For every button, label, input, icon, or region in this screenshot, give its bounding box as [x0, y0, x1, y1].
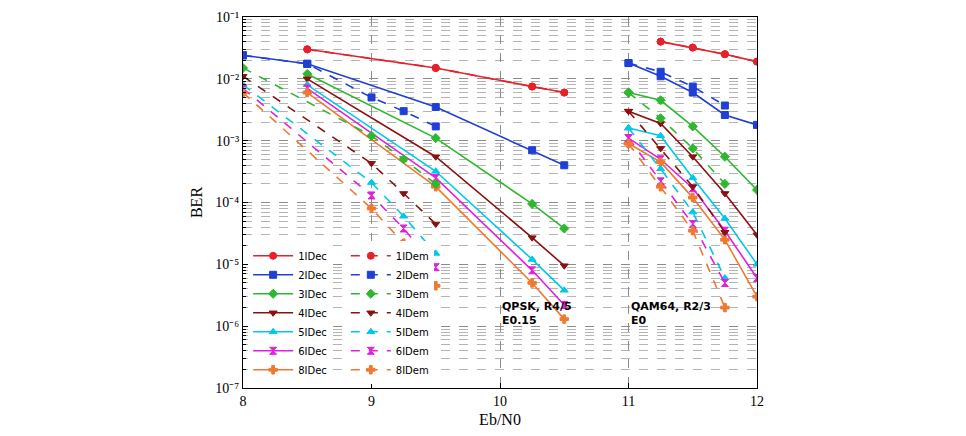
svg-text:11: 11: [622, 394, 635, 409]
svg-text:12: 12: [750, 394, 764, 409]
svg-text:5IDec: 5IDec: [298, 327, 327, 338]
svg-text:9: 9: [368, 394, 375, 409]
svg-text:10⁻⁶: 10⁻⁶: [215, 319, 239, 334]
svg-text:5IDem: 5IDem: [396, 327, 429, 338]
svg-text:3IDec: 3IDec: [298, 289, 327, 300]
svg-text:10⁻⁵: 10⁻⁵: [215, 257, 239, 272]
svg-text:6IDec: 6IDec: [298, 346, 327, 357]
svg-text:10⁻⁷: 10⁻⁷: [215, 381, 239, 396]
svg-text:2IDem: 2IDem: [396, 270, 429, 281]
svg-text:10⁻²: 10⁻²: [216, 72, 239, 87]
svg-text:10⁻³: 10⁻³: [216, 134, 239, 149]
svg-text:QPSK, R4/5E0.15: QPSK, R4/5E0.15: [502, 300, 572, 327]
svg-text:Eb/N0: Eb/N0: [479, 411, 521, 428]
svg-text:4IDec: 4IDec: [298, 308, 327, 319]
svg-text:10⁻⁴: 10⁻⁴: [215, 195, 239, 210]
svg-text:10⁻¹: 10⁻¹: [216, 10, 239, 25]
svg-text:BER: BER: [188, 187, 205, 218]
svg-text:8IDem: 8IDem: [396, 365, 429, 376]
svg-text:1IDem: 1IDem: [396, 251, 429, 262]
svg-text:QAM64, R2/3E0: QAM64, R2/3E0: [631, 300, 711, 327]
svg-text:4IDem: 4IDem: [396, 308, 429, 319]
svg-text:1IDec: 1IDec: [298, 251, 327, 262]
svg-text:2IDec: 2IDec: [298, 270, 327, 281]
svg-text:8: 8: [240, 394, 247, 409]
svg-text:10: 10: [493, 394, 507, 409]
svg-text:6IDem: 6IDem: [396, 346, 429, 357]
svg-text:3IDem: 3IDem: [396, 289, 429, 300]
svg-text:8IDec: 8IDec: [298, 365, 327, 376]
